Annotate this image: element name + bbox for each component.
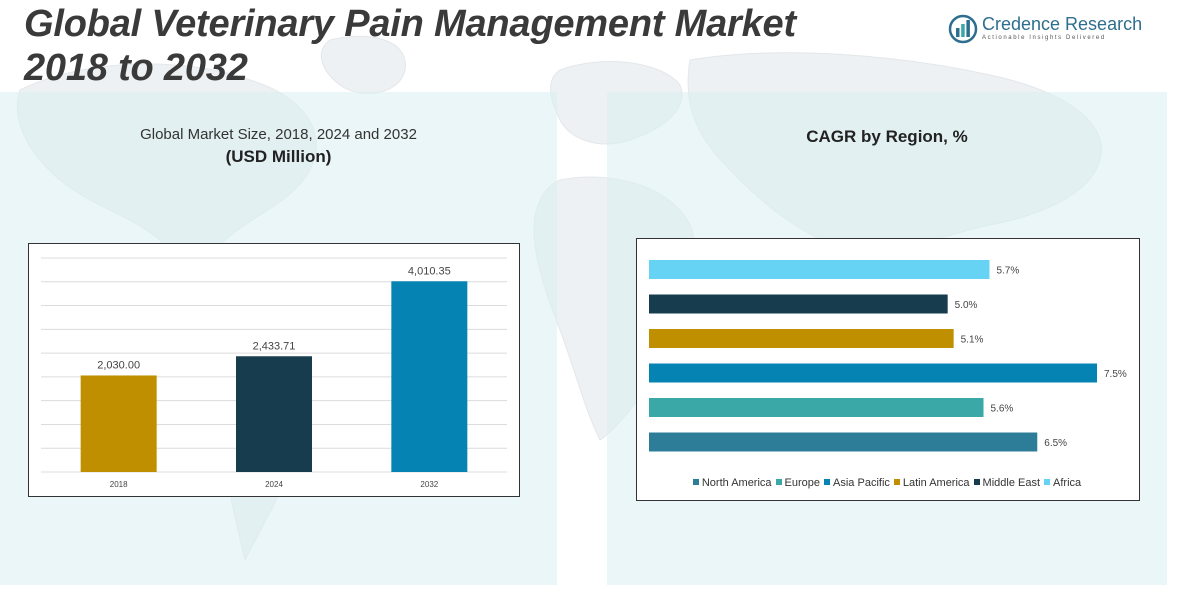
legend-label-middle-east: Middle East	[982, 477, 1041, 489]
bar-latin-america	[649, 329, 954, 348]
legend-item-asia-pacific: Asia Pacific	[824, 477, 890, 489]
x-tick-label-2024: 2024	[265, 480, 283, 489]
logo-tagline: Actionable Insights Delivered	[982, 35, 1106, 41]
market-size-unit: (USD Million)	[225, 147, 332, 166]
legend-label-north-america: North America	[701, 477, 772, 489]
legend-item-europe: Europe	[775, 477, 821, 489]
x-tick-label-2018: 2018	[110, 480, 128, 489]
cagr-title: CAGR by Region, %	[806, 127, 968, 146]
legend-swatch-africa	[1044, 479, 1051, 485]
legend-swatch-middle-east	[973, 479, 980, 485]
legend-item-latin-america: Latin America	[893, 477, 970, 489]
data-label-2024: 2,433.71	[253, 340, 296, 352]
legend-swatch-europe	[775, 479, 782, 485]
x-tick-label-2032: 2032	[420, 480, 438, 489]
legend-swatch-latin-america	[893, 479, 900, 485]
data-label-europe: 5.6%	[991, 404, 1014, 415]
market-size-subtitle: Global Market Size, 2018, 2024 and 2032	[140, 126, 417, 143]
bar-2032	[391, 281, 468, 472]
legend-item-africa: Africa	[1044, 477, 1081, 489]
data-label-2018: 2,030.00	[97, 359, 140, 371]
bar-chart-globe-icon	[948, 14, 978, 44]
bar-2018	[80, 375, 157, 472]
legend-label-europe: Europe	[784, 477, 821, 489]
bar-asia-pacific	[649, 363, 1097, 383]
greenland-shape	[320, 35, 406, 94]
bar-africa	[649, 260, 990, 279]
cagr-chart: 5.7% 5.0% 5.1% 7.5% 5.6% 6.5%	[636, 238, 1140, 501]
legend-item-north-america: North America	[692, 477, 772, 489]
cagr-chart-svg: 5.7% 5.0% 5.1% 7.5% 5.6% 6.5%	[649, 260, 1127, 452]
title-line-2: 2018 to 2032	[24, 47, 248, 89]
legend-label-africa: Africa	[1053, 477, 1082, 489]
title-line-1: Global Veterinary Pain Management Market	[24, 3, 796, 45]
legend-swatch-north-america	[692, 479, 699, 485]
market-size-chart-svg: 2,030.00 2018 2,433.71 2024 4,010.35 2032	[41, 257, 507, 489]
legend-label-latin-america: Latin America	[902, 477, 970, 489]
market-size-chart: 2,030.00 2018 2,433.71 2024 4,010.35 2032	[28, 243, 520, 497]
bar-2024	[236, 356, 312, 472]
bar-europe	[649, 398, 984, 417]
data-label-africa: 5.7%	[996, 266, 1019, 277]
page-title: Global Veterinary Pain Management Market…	[24, 2, 904, 90]
legend-item-middle-east: Middle East	[973, 477, 1041, 489]
data-label-2032: 4,010.35	[408, 265, 451, 277]
bar-middle-east	[649, 294, 948, 314]
data-label-middle-east: 5.0%	[955, 300, 978, 311]
data-label-north-america: 6.5%	[1044, 438, 1067, 449]
data-label-asia-pacific: 7.5%	[1104, 369, 1127, 380]
logo-name: Credence Research	[982, 14, 1143, 34]
bar-north-america	[649, 432, 1038, 452]
cagr-legend: North America Europe Asia Pacific Latin Ame…	[636, 477, 1138, 489]
data-label-latin-america: 5.1%	[961, 335, 984, 346]
legend-label-asia-pacific: Asia Pacific	[833, 477, 890, 489]
legend-swatch-asia-pacific	[824, 479, 831, 485]
credence-research-logo: Credence Research Actionable Insights De…	[948, 12, 1148, 46]
